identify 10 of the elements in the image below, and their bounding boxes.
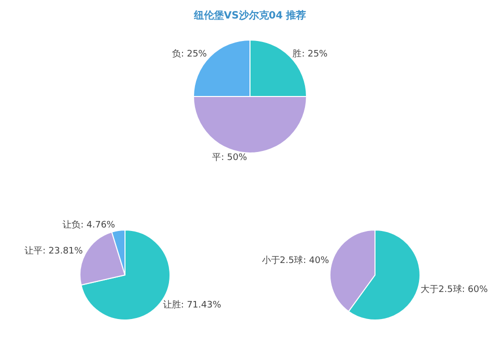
slice-label: 大于2.5球: 60%: [420, 284, 488, 295]
slice-label: 平: 50%: [212, 153, 248, 163]
slice-label: 让胜: 71.43%: [162, 300, 222, 311]
slice-label: 小于2.5球: 40%: [262, 255, 330, 266]
slice-label: 胜: 25%: [292, 48, 328, 60]
slice-label: 让负: 4.76%: [62, 220, 116, 231]
chart-title: 纽伦堡VS沙尔克04 推荐: [192, 10, 306, 22]
slice-label: 让平: 23.81%: [24, 246, 84, 257]
pie-slice: [80, 230, 170, 320]
slice-label: 负: 25%: [172, 48, 208, 60]
